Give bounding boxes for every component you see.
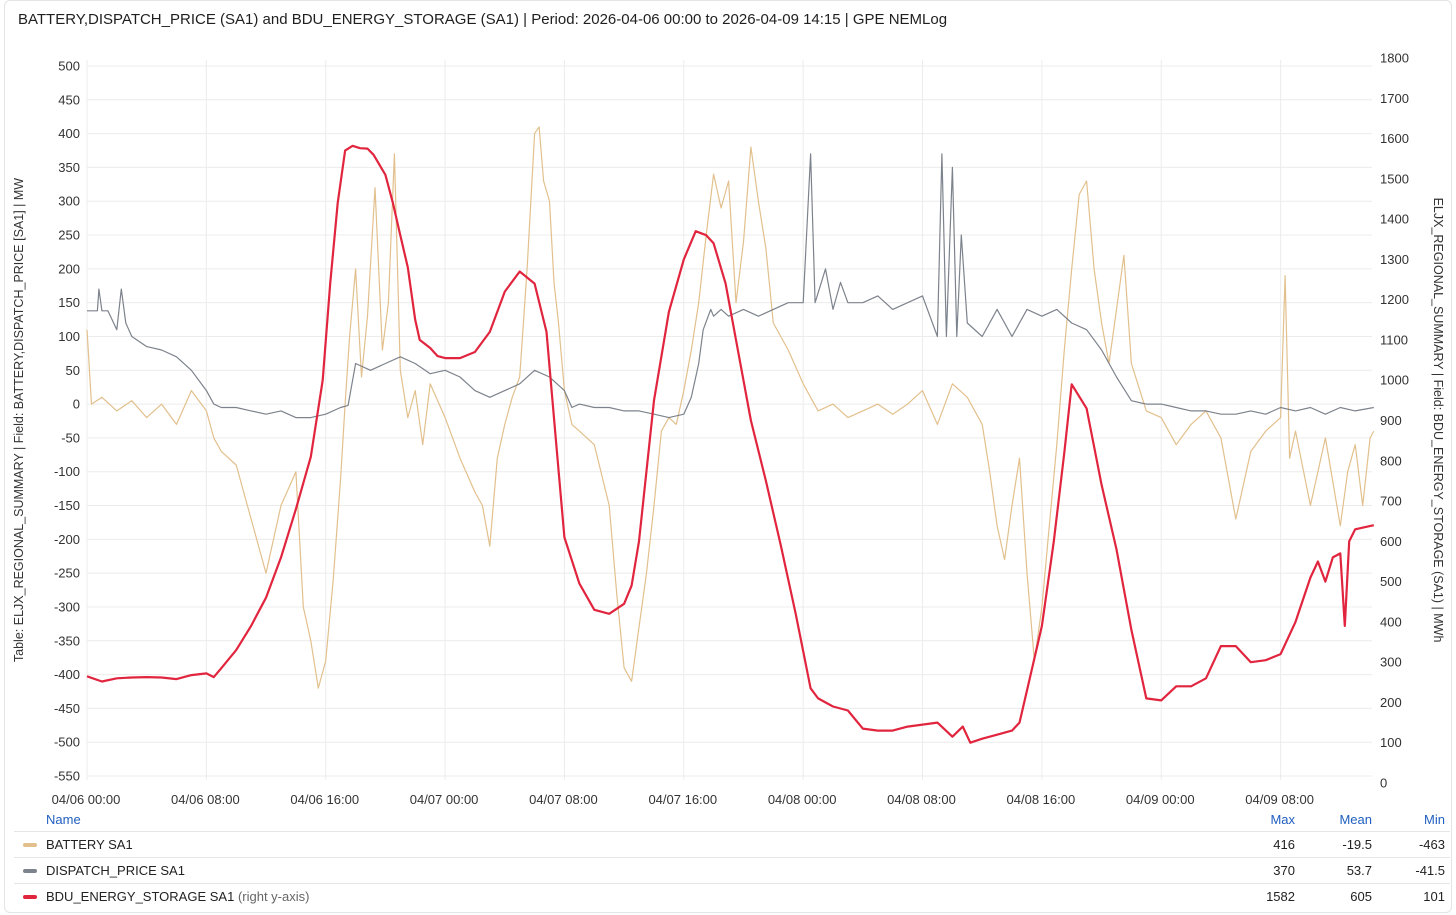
right-y-tick-label: 600: [1380, 534, 1402, 549]
x-axis-ticks: 04/06 00:00 04/06 08:00 04/06 16:00 04/07 0…: [52, 792, 1314, 807]
left-y-axis-label: Table: ELJX_REGIONAL_SUMMARY | Field: BA…: [12, 178, 26, 662]
chart-title: BATTERY,DISPATCH_PRICE (SA1) and BDU_ENE…: [18, 11, 948, 28]
series-line-battery-sa1: [86, 126, 1375, 689]
right-y-tick-label: 1800: [1380, 51, 1409, 66]
right-y-tick-label: 700: [1380, 494, 1402, 509]
x-tick-label: 04/07 08:00: [529, 792, 598, 807]
left-y-tick-label: 450: [58, 92, 80, 107]
x-tick-label: 04/07 16:00: [648, 792, 717, 807]
right-y-tick-label: 1300: [1380, 252, 1409, 267]
right-y-tick-label: 100: [1380, 735, 1402, 750]
right-y-tick-label: 1700: [1380, 91, 1409, 106]
legend-series-suffix: (right y-axis): [237, 889, 310, 904]
legend-header-mean[interactable]: Mean: [1339, 812, 1372, 827]
left-y-tick-label: 100: [58, 329, 80, 344]
legend-max: 416: [1273, 837, 1295, 852]
legend-max: 1582: [1266, 889, 1295, 904]
left-y-tick-label: -350: [54, 633, 80, 648]
right-y-tick-label: 800: [1380, 453, 1402, 468]
x-tick-label: 04/08 08:00: [887, 792, 956, 807]
legend-header-min[interactable]: Min: [1424, 812, 1445, 827]
right-y-tick-label: 1500: [1380, 171, 1409, 186]
left-y-tick-label: -200: [54, 532, 80, 547]
x-tick-label: 04/07 00:00: [410, 792, 479, 807]
left-y-axis-ticks: 500450400350300250200150100500-50-100-15…: [54, 59, 80, 784]
x-tick-label: 04/06 08:00: [171, 792, 240, 807]
chart-panel: [4, 0, 1452, 913]
legend-row[interactable]: BATTERY SA1 416 -19.5 -463: [14, 832, 1450, 858]
right-y-axis-label: ELJX_REGIONAL_SUMMARY | Field: BDU_ENERG…: [1431, 198, 1445, 643]
series-lines: [86, 126, 1375, 744]
legend-mean: 53.7: [1346, 863, 1372, 878]
x-tick-label: 04/08 16:00: [1007, 792, 1076, 807]
left-y-tick-label: -100: [54, 464, 80, 479]
left-y-tick-label: 350: [58, 160, 80, 175]
right-y-tick-label: 1600: [1380, 131, 1409, 146]
left-y-tick-label: 50: [66, 363, 80, 378]
series-line-bdu-energy-storage-sa1: [86, 144, 1375, 744]
legend-header-name[interactable]: Name: [46, 812, 81, 827]
legend-mean: 605: [1350, 889, 1372, 904]
series-line-dispatch-price-sa1: [87, 153, 1374, 419]
left-y-tick-label: -300: [54, 599, 80, 614]
left-y-tick-label: -550: [54, 769, 80, 784]
right-y-axis-ticks: 1800170016001500140013001200110010009008…: [1380, 51, 1409, 791]
right-y-tick-label: 400: [1380, 614, 1402, 629]
left-y-tick-label: 300: [58, 194, 80, 209]
series-swatch-icon: [23, 843, 37, 847]
left-y-tick-label: 200: [58, 261, 80, 276]
left-y-tick-label: -150: [54, 498, 80, 513]
right-y-tick-label: 500: [1380, 574, 1402, 589]
legend-series-name[interactable]: BDU_ENERGY_STORAGE SA1 (right y-axis): [46, 889, 310, 904]
right-y-tick-label: 200: [1380, 695, 1402, 710]
legend-min: -463: [1418, 837, 1445, 852]
legend-min: 101: [1423, 889, 1445, 904]
left-y-tick-label: -50: [61, 430, 80, 445]
left-y-tick-label: -250: [54, 566, 80, 581]
x-tick-label: 04/08 00:00: [768, 792, 837, 807]
grid-lines: [86, 60, 1372, 780]
x-tick-label: 04/06 00:00: [52, 792, 121, 807]
legend-series-name[interactable]: DISPATCH_PRICE SA1: [46, 863, 185, 878]
legend-mean: -19.5: [1342, 837, 1372, 852]
right-y-tick-label: 900: [1380, 413, 1402, 428]
legend-row[interactable]: DISPATCH_PRICE SA1 370 53.7 -41.5: [14, 858, 1450, 884]
legend-min: -41.5: [1415, 863, 1445, 878]
series-swatch-icon: [23, 895, 37, 899]
legend-max: 370: [1273, 863, 1295, 878]
right-y-tick-label: 300: [1380, 655, 1402, 670]
right-y-tick-label: 0: [1380, 776, 1387, 791]
right-y-tick-label: 1200: [1380, 292, 1409, 307]
x-tick-label: 04/09 08:00: [1245, 792, 1314, 807]
right-y-tick-label: 1400: [1380, 212, 1409, 227]
legend-header-max[interactable]: Max: [1270, 812, 1295, 827]
left-y-tick-label: -400: [54, 667, 80, 682]
legend-series-name[interactable]: BATTERY SA1: [46, 837, 133, 852]
chart-plot: 500450400350300250200150100500-50-100-15…: [12, 51, 1445, 808]
left-y-tick-label: 500: [58, 59, 80, 74]
legend-table: Name Max Mean Min BATTERY SA1 416 -19.5 …: [14, 809, 1450, 909]
left-y-tick-label: 400: [58, 126, 80, 141]
legend-header: Name Max Mean Min: [14, 809, 1450, 832]
left-y-tick-label: 250: [58, 228, 80, 243]
x-tick-label: 04/09 00:00: [1126, 792, 1195, 807]
right-y-tick-label: 1100: [1380, 332, 1408, 347]
series-swatch-icon: [23, 869, 37, 873]
legend-row[interactable]: BDU_ENERGY_STORAGE SA1 (right y-axis) 15…: [14, 884, 1450, 909]
left-y-tick-label: 150: [58, 295, 80, 310]
right-y-tick-label: 1000: [1380, 373, 1409, 388]
left-y-tick-label: -450: [54, 701, 80, 716]
left-y-tick-label: -500: [54, 735, 80, 750]
x-tick-label: 04/06 16:00: [290, 792, 359, 807]
left-y-tick-label: 0: [73, 397, 80, 412]
